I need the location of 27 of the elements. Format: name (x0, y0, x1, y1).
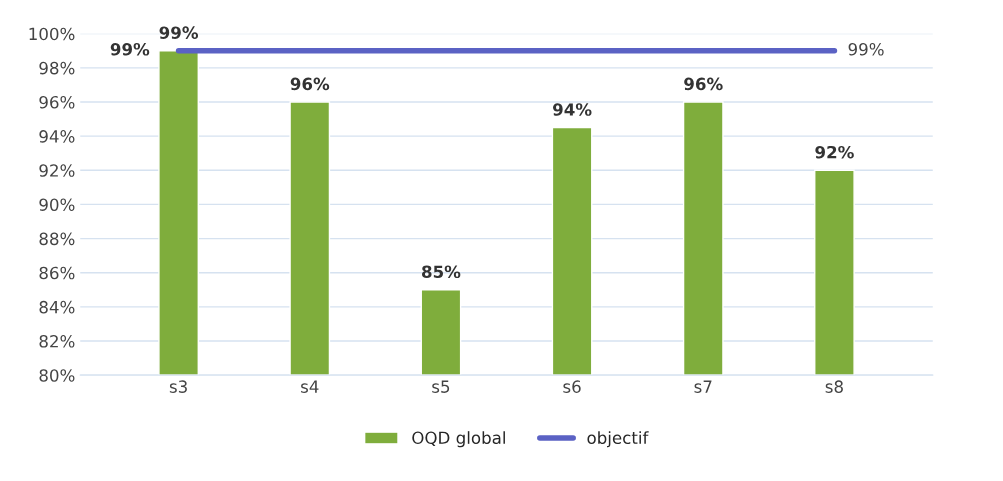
y-tick-label: 80% (39, 369, 75, 382)
x-tick-label: s5 (432, 380, 450, 393)
y-tick-label: 84% (39, 300, 75, 314)
y-tick-label: 94% (39, 130, 75, 143)
data-label: 94% (553, 103, 592, 116)
data-label: 99% (110, 42, 150, 56)
y-tick-label: 82% (39, 334, 75, 348)
x-tick-label: s6 (563, 380, 581, 393)
data-label: 85% (422, 265, 461, 279)
y-tick-label: 90% (39, 198, 75, 211)
y-tick-label: 100% (29, 27, 75, 41)
x-tick-label: s4 (301, 380, 319, 393)
y-tick-label: 98% (39, 61, 75, 75)
y-tick-label: 86% (39, 266, 75, 280)
x-tick-label: s8 (825, 380, 843, 393)
x-tick-label: s3 (169, 380, 187, 393)
data-label: 96% (684, 77, 723, 91)
y-tick-label: 88% (39, 232, 75, 246)
data-label: 99% (848, 42, 884, 56)
legend-label: objectif (587, 431, 649, 448)
legend-label: OQD global (412, 431, 505, 448)
data-label: 96% (290, 77, 330, 91)
y-tick-label: 92% (39, 164, 75, 177)
data-label: 99% (159, 26, 199, 39)
x-tick-label: s7 (694, 380, 712, 393)
y-tick-label: 96% (39, 95, 75, 109)
data-label: 92% (815, 145, 854, 159)
